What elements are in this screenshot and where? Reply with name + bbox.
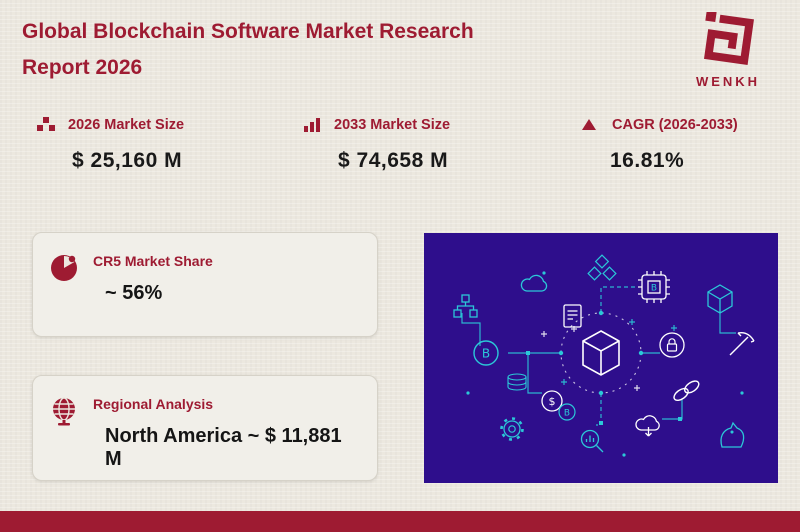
wenkh-logo-icon (701, 10, 755, 70)
pie-chart-icon (49, 253, 79, 305)
stat-market-size-2026: 2026 Market Size $ 25,160 M (36, 116, 302, 173)
triangle-up-icon (580, 116, 600, 134)
card-regional-analysis: Regional Analysis North America ~ $ 11,8… (32, 375, 378, 481)
stats-row: 2026 Market Size $ 25,160 M 2033 Market … (36, 116, 784, 173)
card-value: ~ 56% (105, 282, 163, 304)
page-title-line2: Report 2026 (22, 55, 143, 79)
stat-value: 16.81% (610, 149, 685, 172)
blocks-icon (36, 116, 56, 134)
page-title: Global Blockchain Software Market Resear… (22, 14, 582, 85)
blockchain-illustration: B (424, 233, 778, 483)
stat-value: $ 74,658 M (338, 149, 449, 172)
svg-text:B: B (564, 409, 570, 419)
brand-wordmark: WENKH (695, 74, 761, 89)
stat-cagr: CAGR (2026-2033) 16.81% (580, 116, 738, 173)
illustration-panel: B (424, 233, 778, 483)
svg-text:B: B (651, 284, 657, 294)
stat-market-size-2033: 2033 Market Size $ 74,658 M (302, 116, 580, 173)
footer-bar (0, 511, 800, 532)
stat-value: $ 25,160 M (72, 149, 183, 172)
card-title: Regional Analysis (93, 396, 214, 412)
stat-label: 2026 Market Size (68, 117, 185, 133)
stat-label: 2033 Market Size (334, 117, 451, 133)
brand-logo: WENKH (680, 10, 776, 89)
card-cr5-market-share: CR5 Market Share ~ 56% (32, 232, 378, 337)
globe-icon (49, 396, 79, 471)
card-title: CR5 Market Share (93, 253, 213, 269)
stat-label: CAGR (2026-2033) (612, 117, 738, 133)
card-value: North America ~ $ 11,881 M (105, 425, 342, 470)
svg-text:$: $ (549, 395, 556, 408)
page-title-line1: Global Blockchain Software Market Resear… (22, 20, 474, 43)
bar-chart-icon (302, 116, 322, 134)
svg-text:B: B (482, 347, 490, 361)
